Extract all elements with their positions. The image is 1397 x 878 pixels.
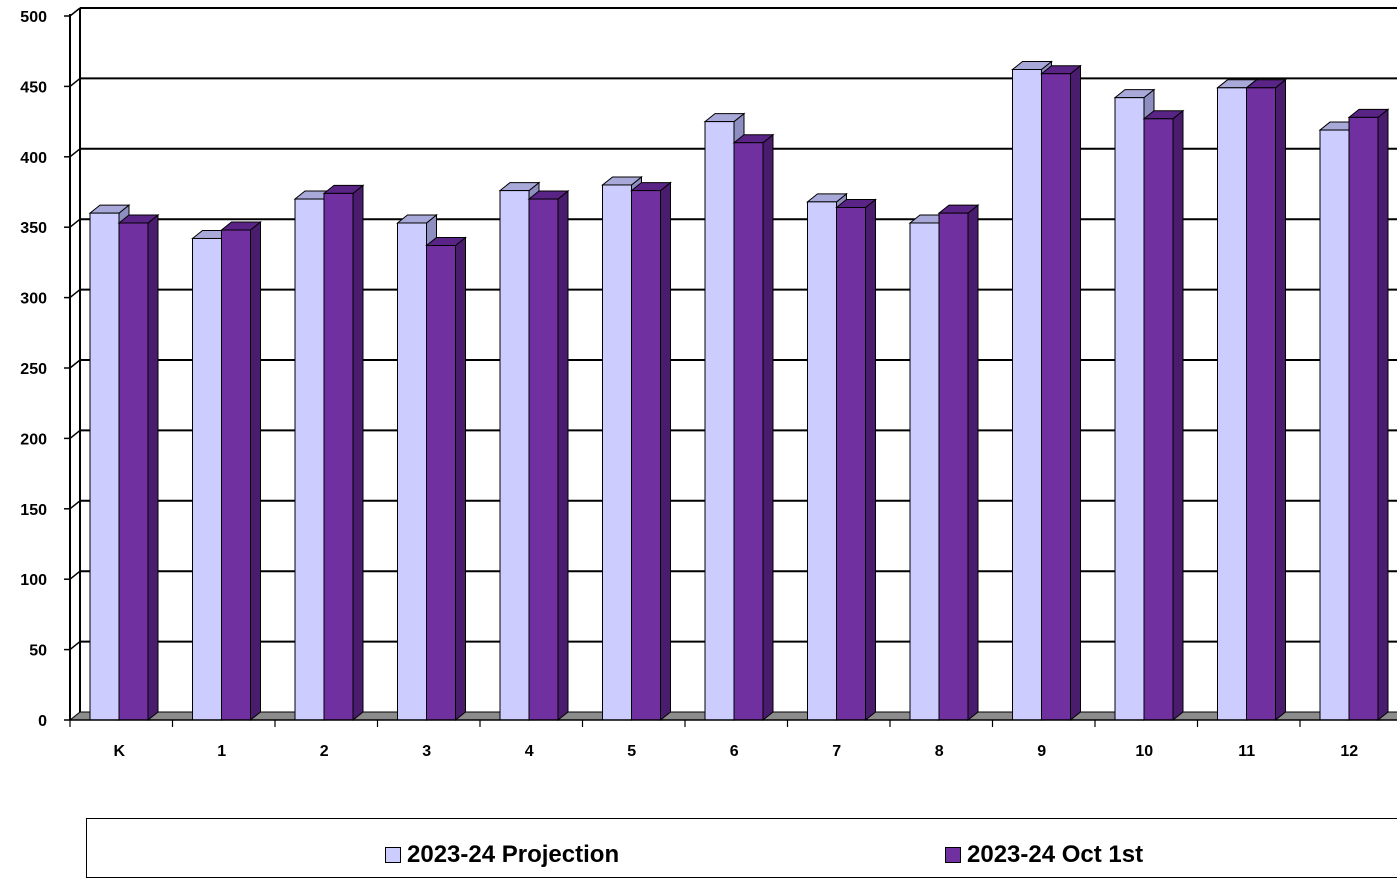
bar-oct1st-8 (937, 204, 980, 722)
x-tick-label: 11 (1238, 743, 1255, 760)
bar-oct1st-2 (322, 184, 365, 722)
gridline-side (69, 641, 81, 651)
y-tick-label: 200 (20, 431, 47, 448)
x-tick-label: 3 (422, 743, 431, 760)
x-tick-label: 1 (217, 743, 226, 760)
legend: 2023-24 Projection 2023-24 Oct 1st (86, 818, 1397, 878)
x-tick-label: 6 (730, 743, 739, 760)
gridline-side (69, 359, 81, 369)
y-tick-label: 300 (20, 291, 47, 308)
bar-oct1st-12 (1347, 108, 1390, 722)
gridline-side (69, 500, 81, 510)
gridline-side (69, 7, 81, 17)
bar-oct1st-K (117, 213, 160, 722)
legend-item-projection: 2023-24 Projection (385, 841, 619, 869)
x-tick-label: 8 (935, 743, 944, 760)
legend-swatch-projection (385, 847, 401, 863)
y-tick-label: 100 (20, 572, 47, 589)
bar-oct1st-11 (1245, 78, 1287, 722)
legend-label-oct1st: 2023-24 Oct 1st (967, 841, 1144, 868)
x-tick-label: K (113, 743, 125, 760)
bar-oct1st-6 (732, 133, 775, 722)
bar-oct1st-4 (527, 189, 570, 722)
legend-item-oct1st: 2023-24 Oct 1st (945, 841, 1143, 869)
x-tick-label: 10 (1135, 743, 1153, 760)
y-tick-label: 0 (38, 713, 47, 730)
bar-oct1st-9 (1040, 64, 1082, 722)
gridline-side (69, 429, 81, 439)
bar-oct1st-5 (630, 181, 672, 722)
bar-oct1st-3 (425, 236, 467, 722)
x-tick-label: 4 (525, 743, 534, 760)
y-tick-label: 150 (20, 502, 47, 519)
y-tick-label: 450 (20, 79, 47, 96)
y-tick-label: 400 (20, 150, 47, 167)
x-tick-label: 12 (1340, 743, 1358, 760)
y-tick-label: 500 (20, 9, 47, 26)
gridline-side (69, 289, 81, 299)
bars (88, 60, 1390, 722)
gridline-side (69, 218, 81, 228)
gridline-side (69, 77, 81, 87)
bar-oct1st-10 (1142, 109, 1185, 722)
legend-label-projection: 2023-24 Projection (407, 841, 620, 868)
x-tick-label: 9 (1037, 743, 1046, 760)
x-tick-label: 2 (320, 743, 329, 760)
gridline-side (69, 148, 81, 158)
bar-oct1st-7 (835, 198, 877, 722)
x-tick-label: 7 (832, 743, 841, 760)
bar-oct1st-1 (220, 220, 262, 722)
legend-swatch-oct1st (945, 847, 961, 863)
y-tick-label: 350 (20, 220, 47, 237)
y-tick-label: 250 (20, 361, 47, 378)
y-tick-label: 50 (29, 643, 47, 660)
gridline-side (69, 570, 81, 580)
x-tick-label: 5 (627, 743, 636, 760)
